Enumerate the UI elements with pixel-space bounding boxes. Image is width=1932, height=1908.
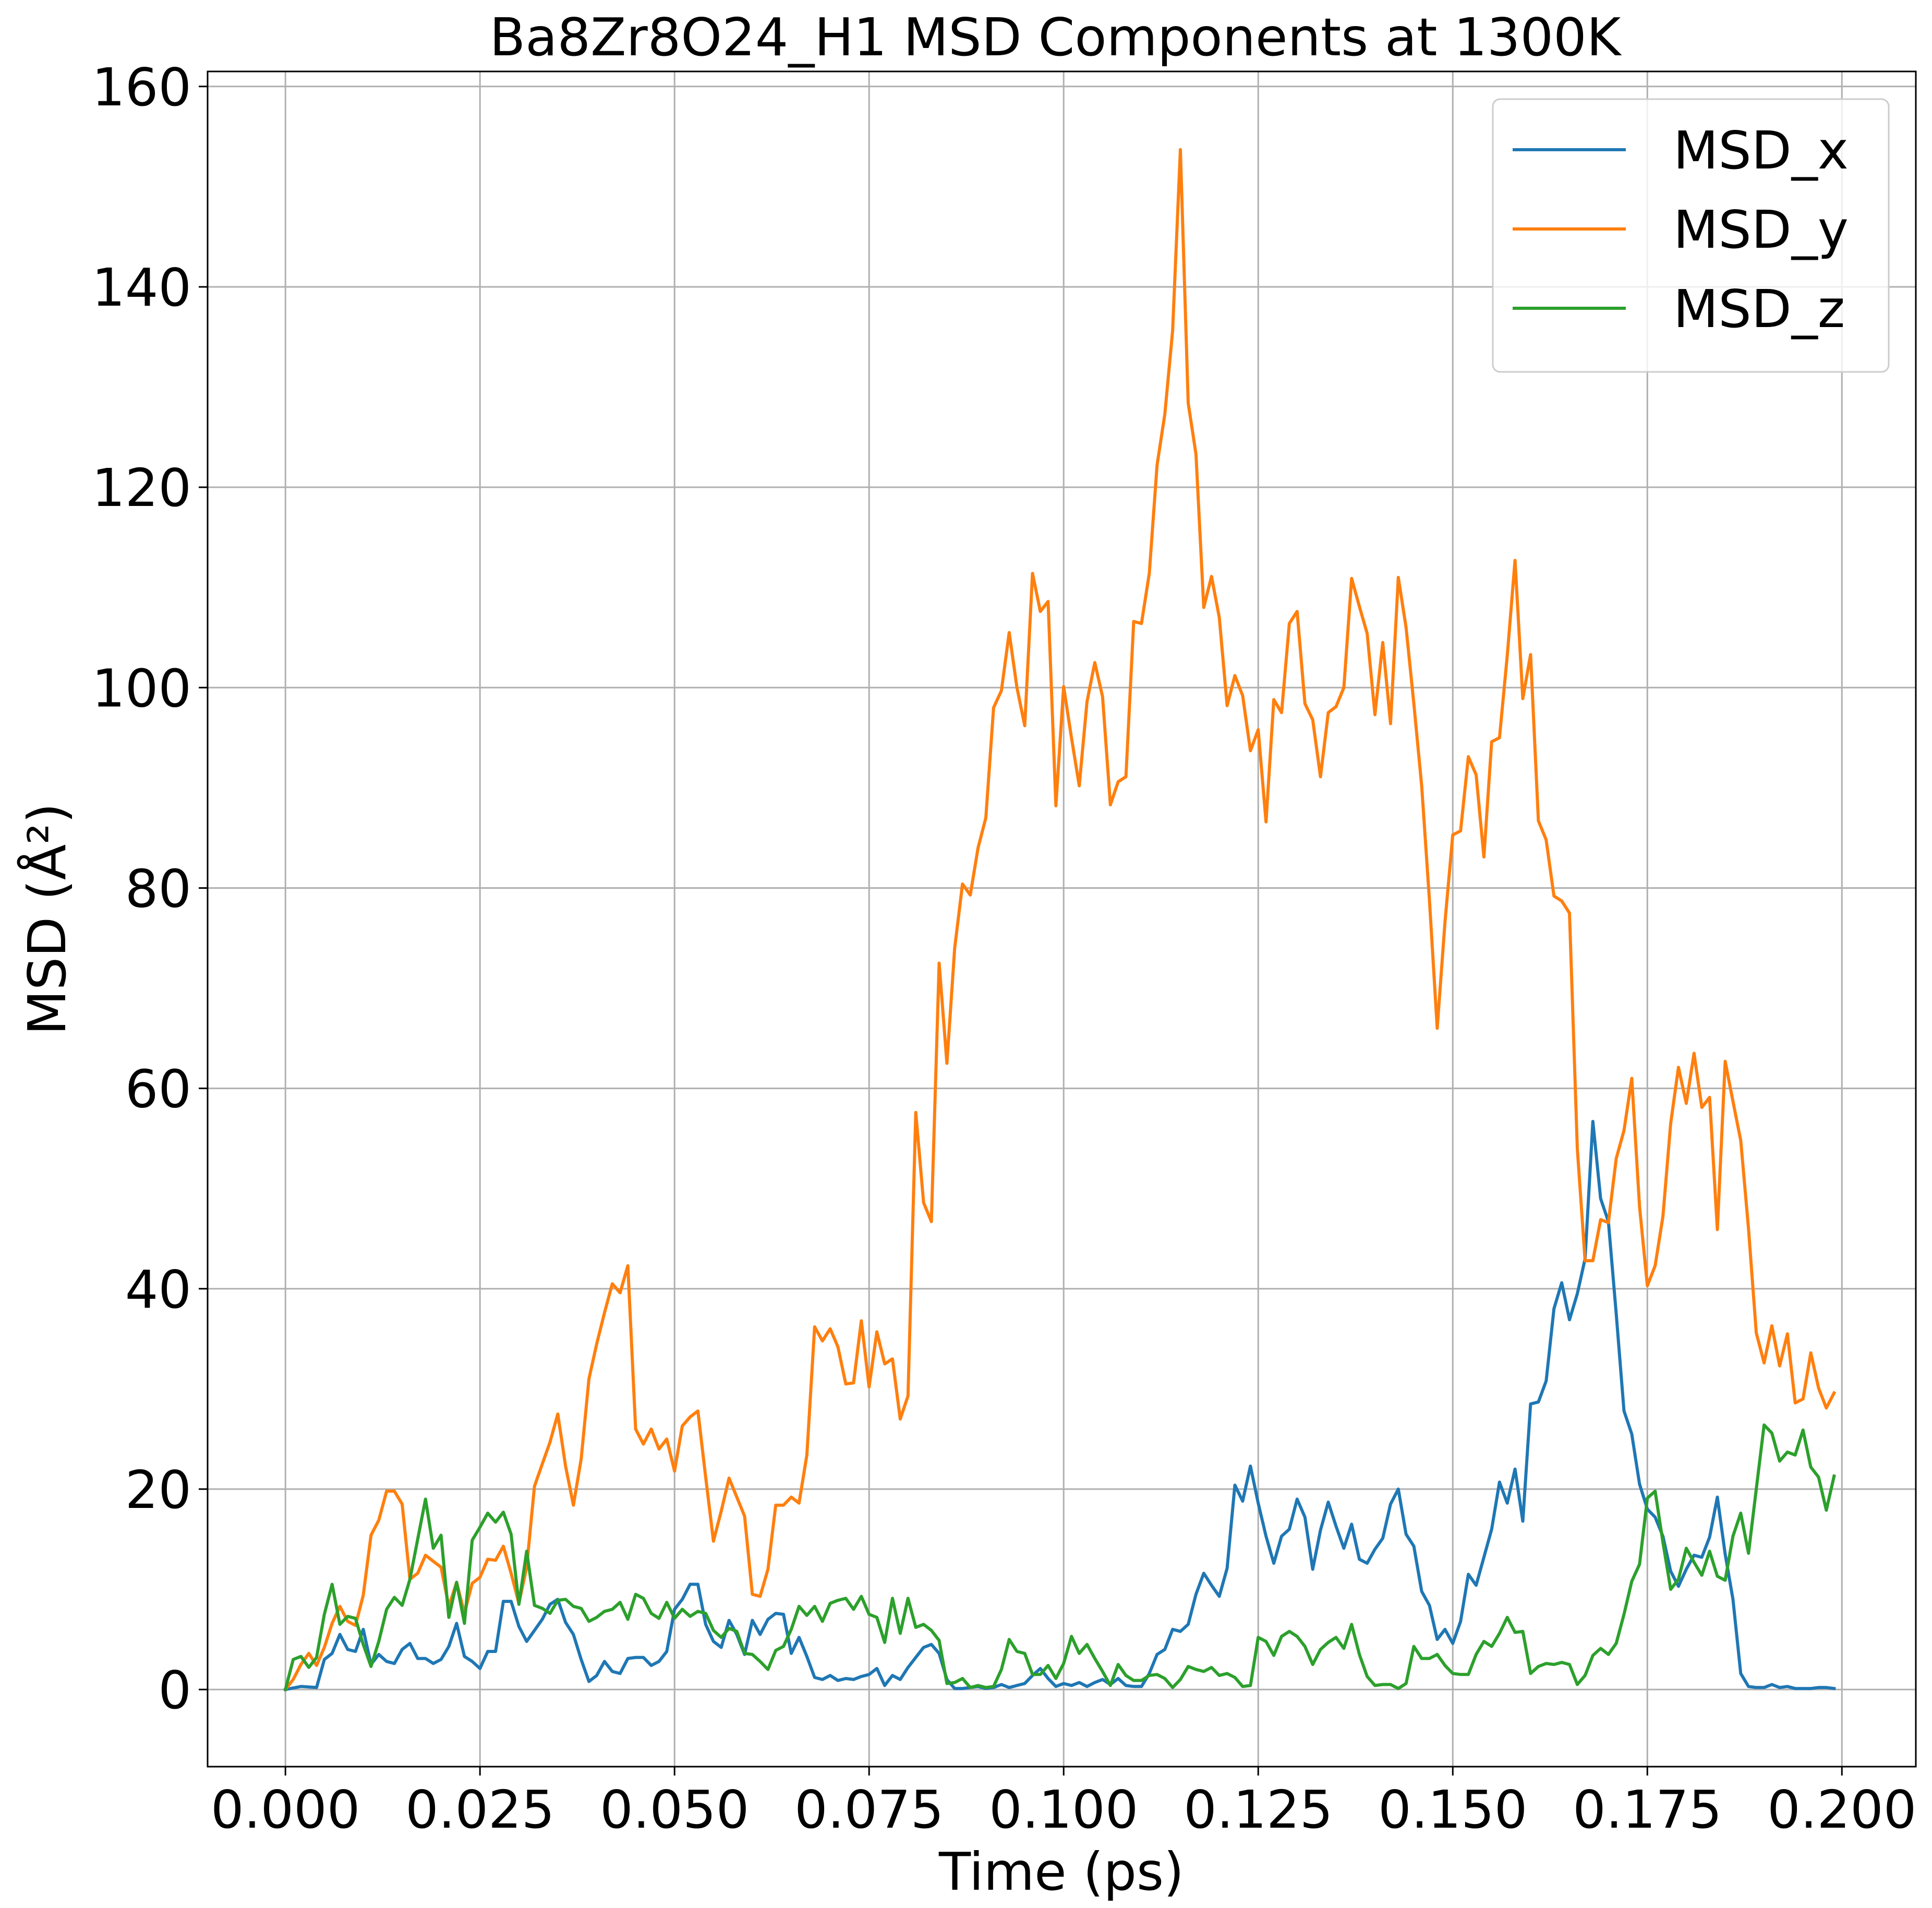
plot-frame [207, 70, 1917, 1768]
x-tick-label: 0.150 [1378, 1779, 1527, 1840]
legend: MSD_x MSD_y MSD_z [1492, 98, 1890, 373]
x-tick-label: 0.175 [1573, 1779, 1722, 1840]
y-tick-label: 60 [125, 1059, 191, 1120]
legend-label-msd-y: MSD_y [1673, 199, 1849, 260]
series-line-msd-y [283, 148, 1837, 1692]
x-tick-label: 0.200 [1767, 1779, 1916, 1840]
x-tick-label: 0.100 [989, 1779, 1138, 1840]
axis-ticks: 0.000 0.025 0.050 0.075 0.100 0.125 0.150 0.175… [92, 57, 1916, 1840]
x-tick-label: 0.075 [794, 1779, 944, 1840]
series-lines [283, 148, 1837, 1692]
y-tick-label: 120 [92, 457, 191, 518]
chart-title: Ba8Zr8O24_H1 MSD Components at 1300K [490, 7, 1622, 68]
x-tick-label: 0.000 [211, 1779, 360, 1840]
y-axis-label: MSD (Å²) [16, 803, 78, 1035]
x-tick-label: 0.050 [600, 1779, 749, 1840]
legend-label-msd-z: MSD_z [1673, 279, 1845, 340]
legend-box [1492, 98, 1890, 373]
legend-items: MSD_x MSD_y MSD_z [1513, 120, 1849, 340]
x-tick-label: 0.125 [1184, 1779, 1333, 1840]
y-tick-label: 80 [125, 858, 191, 919]
y-tick-label: 40 [125, 1259, 191, 1320]
x-tick-label: 0.025 [405, 1779, 554, 1840]
y-tick-label: 0 [158, 1660, 191, 1721]
legend-label-msd-x: MSD_x [1673, 120, 1849, 181]
y-tick-label: 100 [92, 658, 191, 719]
x-axis-label: Time (ps) [938, 1841, 1184, 1902]
series-line-msd-z [283, 1423, 1836, 1692]
y-tick-label: 160 [92, 57, 191, 118]
y-tick-label: 140 [92, 257, 191, 318]
y-tick-label: 20 [125, 1459, 191, 1520]
